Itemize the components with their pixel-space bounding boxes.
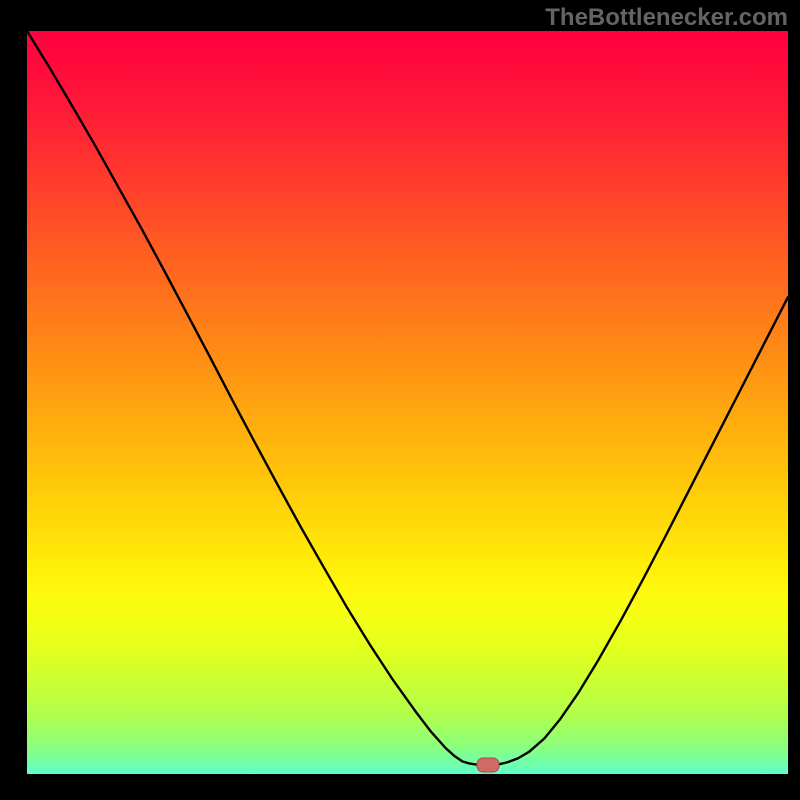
- optimum-marker: [476, 757, 500, 773]
- plot-area: [27, 31, 788, 774]
- watermark-text: TheBottlenecker.com: [545, 4, 788, 32]
- bottleneck-curve: [27, 31, 788, 774]
- chart-container: TheBottlenecker.com: [0, 0, 800, 800]
